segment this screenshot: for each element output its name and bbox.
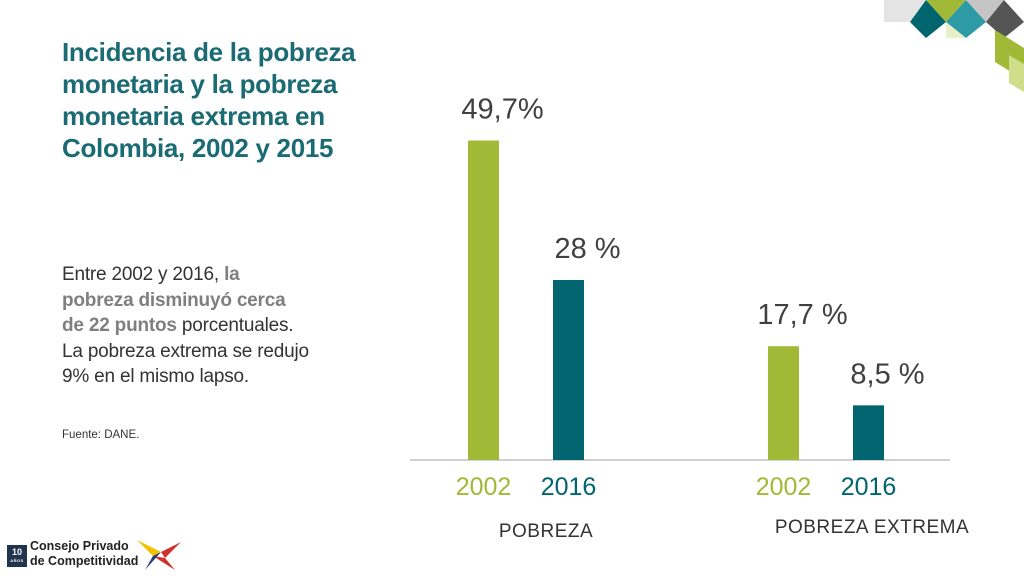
bar-2-2002 bbox=[768, 346, 799, 460]
logo-star-icon bbox=[137, 540, 181, 570]
source-note: Fuente: DANE. bbox=[62, 429, 140, 441]
logo-line-2: de Competitividad bbox=[30, 554, 139, 568]
bar-2-2016 bbox=[853, 405, 884, 460]
group-label: POBREZA bbox=[499, 521, 593, 542]
bar-1-2002 bbox=[468, 140, 499, 460]
logo-name: Consejo Privado de Competitividad bbox=[30, 539, 138, 569]
category-label: 2002 bbox=[456, 473, 512, 501]
data-label: 8,5 % bbox=[850, 358, 924, 390]
data-label: 49,7% bbox=[461, 94, 543, 126]
category-label: 2016 bbox=[541, 473, 597, 501]
page-title: Incidencia de la pobreza monetaria y la … bbox=[62, 37, 356, 163]
description-text: Entre 2002 y 2016, la pobreza disminuyó … bbox=[62, 262, 312, 390]
decorative-pattern bbox=[884, 0, 1024, 92]
data-label: 17,7 % bbox=[757, 299, 847, 331]
description-rest: porcentuales. La pobreza extrema se redu… bbox=[62, 315, 309, 387]
bar-1-2016 bbox=[553, 280, 584, 460]
description-highlight: la pobreza disminuyó cerca de 22 puntos bbox=[62, 264, 286, 336]
category-label: 2016 bbox=[841, 473, 897, 501]
logo: 10 AÑOS Consejo Privado de Competitividad bbox=[7, 536, 187, 572]
group-label: POBREZA EXTREMA bbox=[775, 517, 969, 538]
data-label: 28 % bbox=[554, 233, 620, 265]
logo-badge-number: 10 bbox=[11, 547, 22, 557]
logo-line-1: Consejo Privado bbox=[30, 539, 129, 553]
category-label: 2002 bbox=[756, 473, 812, 501]
description-intro: Entre 2002 y 2016, bbox=[62, 264, 219, 285]
logo-badge-sub: AÑOS bbox=[10, 558, 24, 563]
logo-badge: 10 AÑOS bbox=[7, 545, 27, 567]
